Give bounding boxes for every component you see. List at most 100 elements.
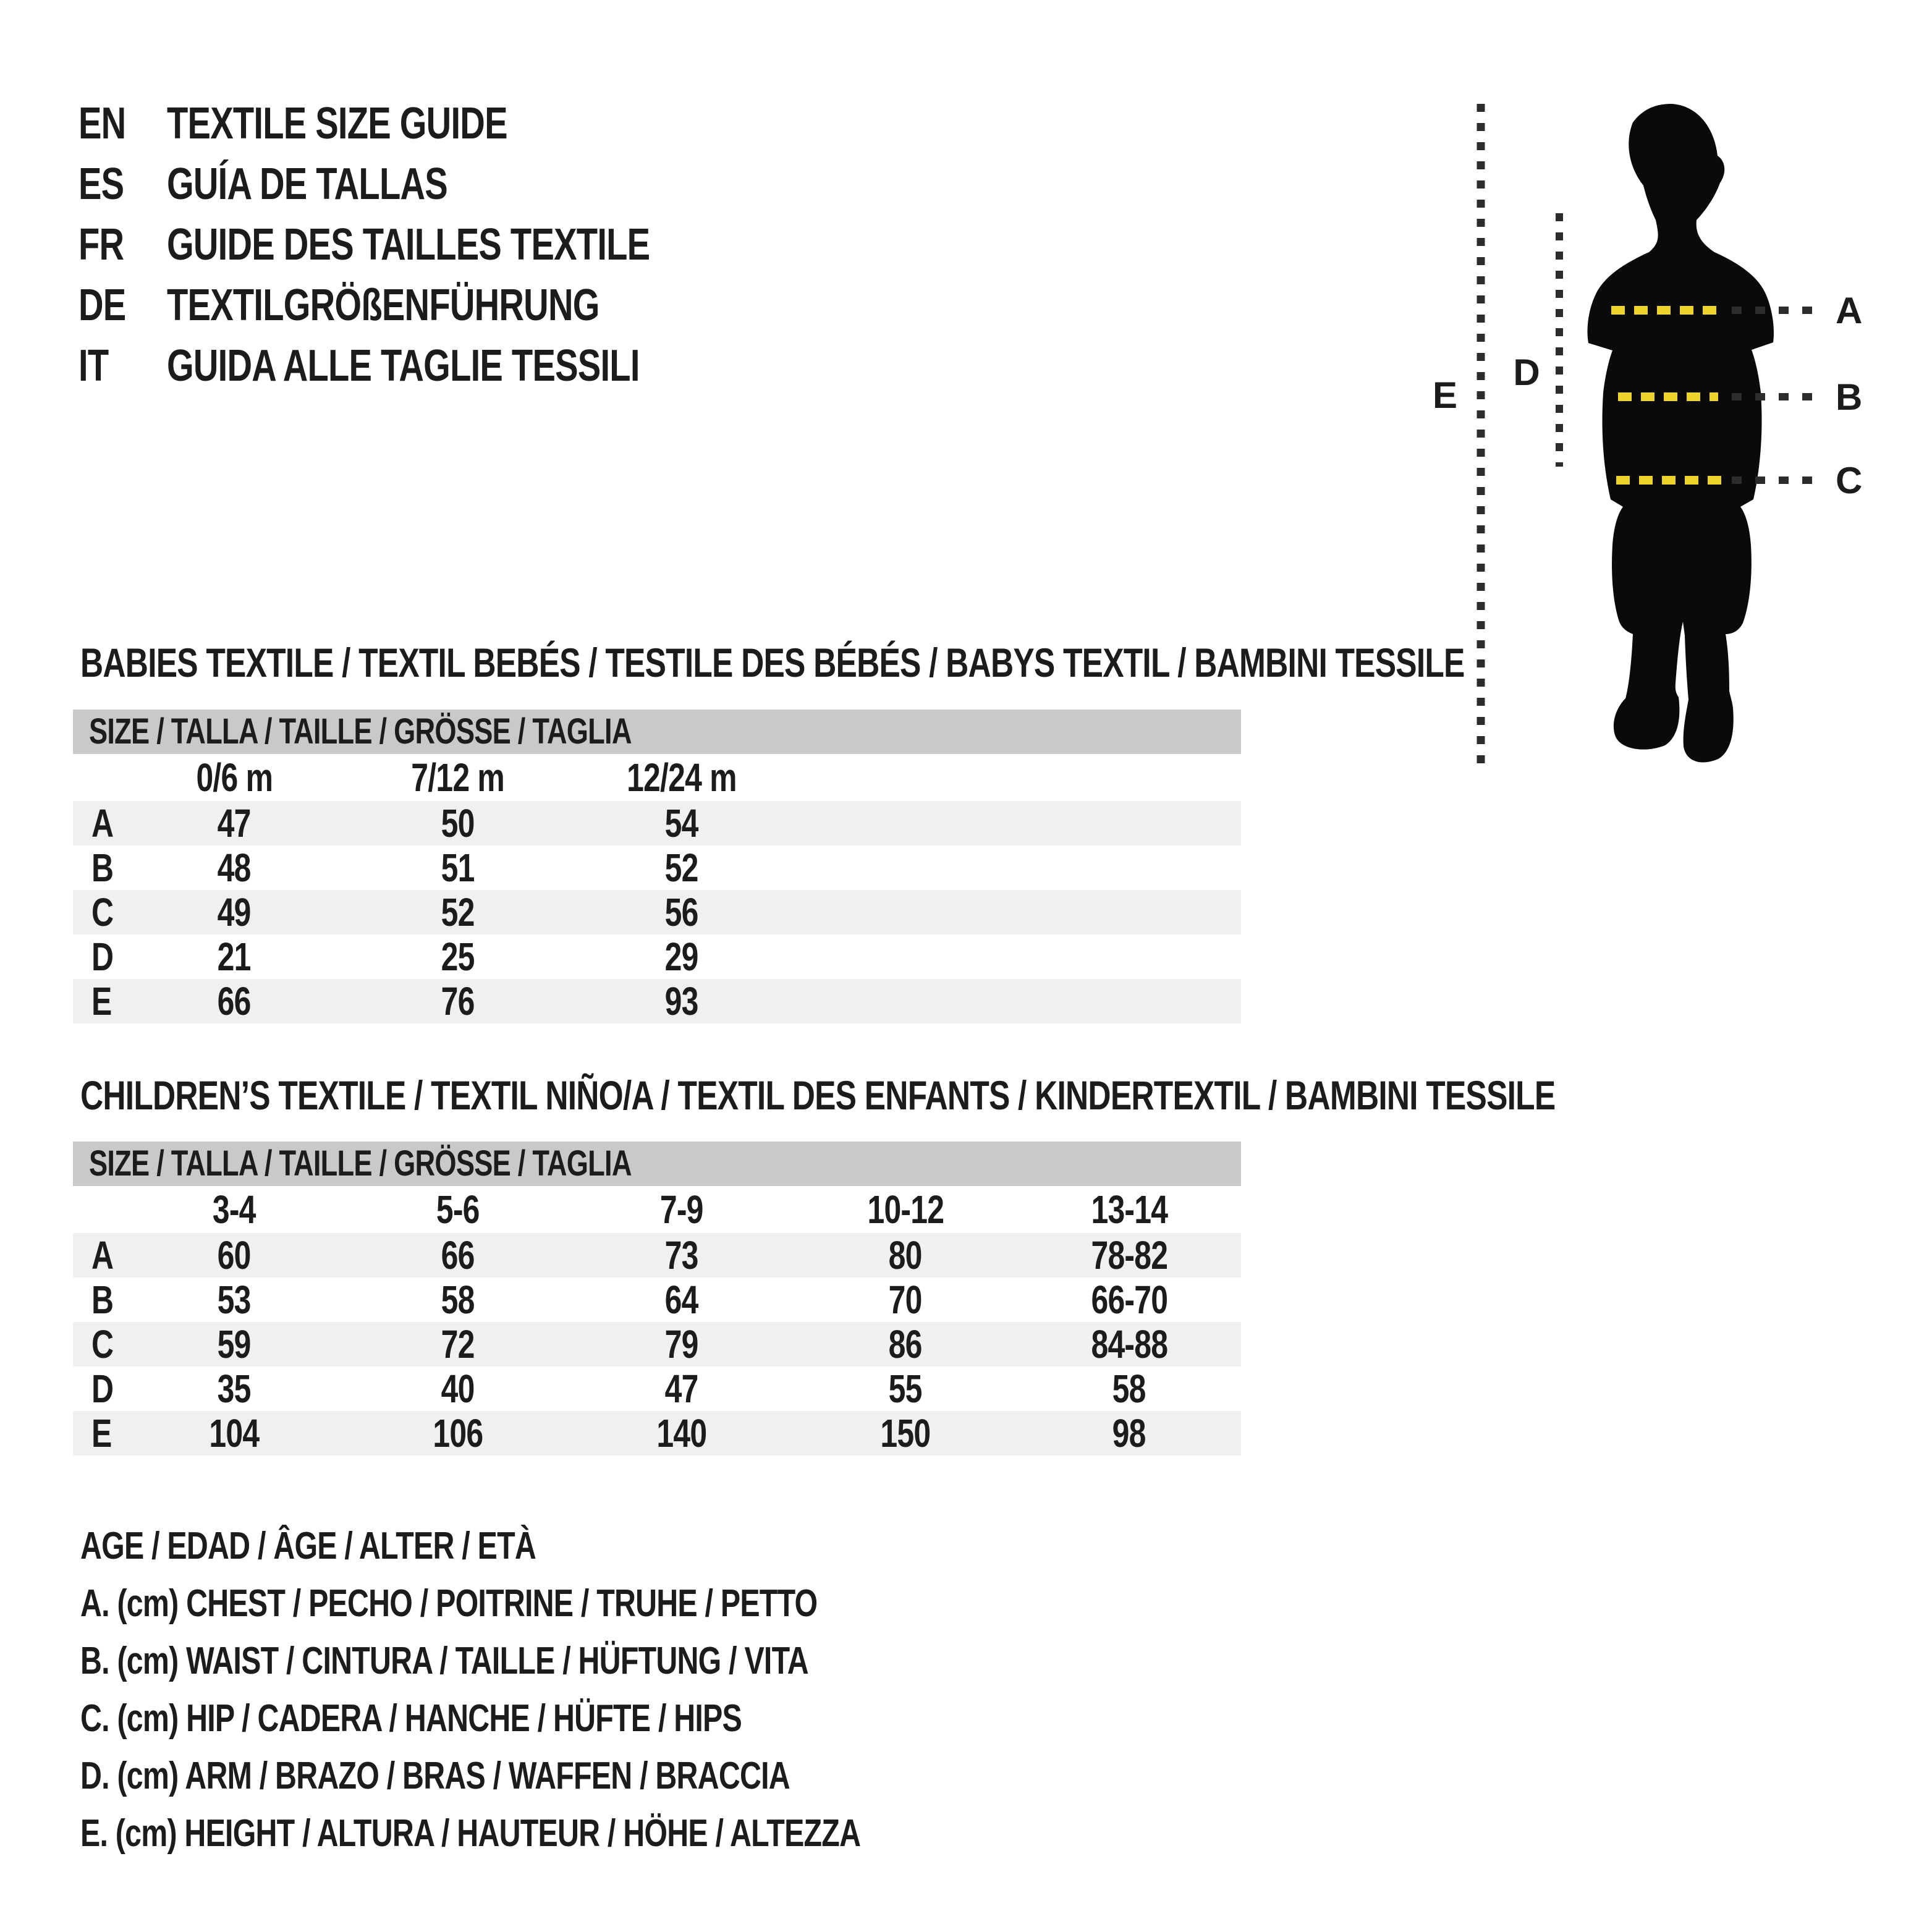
empty-cell (1017, 890, 1241, 934)
language-code: EN (78, 99, 126, 148)
value-cell: 25 (441, 934, 475, 979)
legend-line-chest: A. (cm) CHEST / PECHO / POITRINE / TRUHE… (80, 1582, 818, 1625)
empty-cell (1017, 801, 1241, 845)
value-cell: 59 (218, 1322, 252, 1366)
language-title-list: EN TEXTILE SIZE GUIDE ES GUÍA DE TALLAS FR… (78, 93, 786, 396)
value-cell: 53 (218, 1277, 252, 1322)
language-code: DE (78, 281, 126, 330)
babies-title-text: BABIES TEXTILE / TEXTIL BEBÉS / TESTILE … (80, 640, 1465, 685)
value-cell: 66-70 (1091, 1277, 1168, 1322)
value-cell: 58 (1112, 1366, 1146, 1411)
value-cell: 47 (218, 801, 252, 845)
table-row: D 21 25 29 (73, 934, 1241, 979)
value-cell: 58 (441, 1277, 475, 1322)
column-header: 3-4 (213, 1187, 256, 1232)
size-header-text: SIZE / TALLA / TAILLE / GRÖSSE / TAGLIA (89, 1143, 632, 1184)
value-cell: 93 (665, 979, 699, 1023)
value-cell: 49 (218, 890, 252, 934)
value-cell: 80 (889, 1233, 923, 1277)
empty-cell (794, 801, 1017, 845)
table-row: A 60 66 73 80 78-82 (73, 1233, 1241, 1277)
value-cell: 70 (889, 1277, 923, 1322)
legend-line-height: E. (cm) HEIGHT / ALTURA / HAUTEUR / HÖHE… (80, 1812, 861, 1855)
empty-cell (73, 1186, 122, 1233)
value-cell: 73 (665, 1233, 699, 1277)
label-c: C (1836, 460, 1862, 501)
children-size-table: SIZE / TALLA / TAILLE / GRÖSSE / TAGLIA … (73, 1142, 1241, 1455)
empty-cell (1017, 979, 1241, 1023)
children-section-title: CHILDREN’S TEXTILE / TEXTIL NIÑO/A / TEX… (80, 1073, 1932, 1118)
value-cell: 64 (665, 1277, 699, 1322)
empty-cell (1017, 934, 1241, 979)
value-cell: 21 (218, 934, 252, 979)
empty-cell (73, 754, 122, 801)
column-header: 12/24 m (627, 755, 737, 800)
value-cell: 54 (665, 801, 699, 845)
language-title: GUÍA DE TALLAS (167, 159, 448, 209)
value-cell: 66 (441, 1233, 475, 1277)
row-label: E (91, 1411, 112, 1455)
table-row: B 48 51 52 (73, 845, 1241, 890)
lang-row-it: IT GUIDA ALLE TAGLIE TESSILI (78, 336, 786, 396)
value-cell: 51 (441, 845, 475, 890)
table-row: C 59 72 79 86 84-88 (73, 1322, 1241, 1366)
legend-line-waist: B. (cm) WAIST / CINTURA / TAILLE / HÜFTU… (80, 1640, 809, 1682)
babies-column-header-row: 0/6 m 7/12 m 12/24 m (73, 754, 1241, 801)
column-header: 0/6 m (196, 755, 273, 800)
value-cell: 29 (665, 934, 699, 979)
label-b: B (1836, 376, 1862, 418)
table-row: B 53 58 64 70 66-70 (73, 1277, 1241, 1322)
value-cell: 56 (665, 890, 699, 934)
value-cell: 35 (218, 1366, 252, 1411)
column-header: 10-12 (867, 1187, 944, 1232)
language-title: GUIDA ALLE TAGLIE TESSILI (167, 341, 640, 391)
value-cell: 60 (218, 1233, 252, 1277)
language-title: TEXTILE SIZE GUIDE (167, 99, 508, 148)
value-cell: 72 (441, 1322, 475, 1366)
empty-cell (794, 934, 1017, 979)
label-d: D (1513, 352, 1540, 393)
row-label: D (91, 1366, 114, 1411)
value-cell: 104 (209, 1411, 260, 1455)
language-title: TEXTILGRÖßENFÜHRUNG (167, 281, 600, 330)
language-code: ES (78, 159, 124, 209)
child-silhouette (1587, 104, 1774, 763)
empty-cell (1017, 754, 1241, 801)
lang-row-en: EN TEXTILE SIZE GUIDE (78, 93, 786, 154)
table-row: D 35 40 47 55 58 (73, 1366, 1241, 1411)
babies-size-header-bar: SIZE / TALLA / TAILLE / GRÖSSE / TAGLIA (73, 710, 1241, 754)
row-label: B (91, 1277, 114, 1322)
row-label: D (91, 934, 114, 979)
value-cell: 86 (889, 1322, 923, 1366)
label-e: E (1433, 375, 1457, 416)
table-row: A 47 50 54 (73, 801, 1241, 845)
row-label: C (91, 890, 114, 934)
row-label: A (91, 1233, 114, 1277)
legend-line-age: AGE / EDAD / ÂGE / ALTER / ETÀ (80, 1525, 536, 1567)
measurement-legend: AGE / EDAD / ÂGE / ALTER / ETÀ A. (cm) C… (80, 1517, 1080, 1862)
value-cell: 52 (665, 845, 699, 890)
value-cell: 48 (218, 845, 252, 890)
empty-cell (794, 979, 1017, 1023)
language-code: FR (78, 220, 124, 269)
empty-cell (794, 754, 1017, 801)
children-column-header-row: 3-4 5-6 7-9 10-12 13-14 (73, 1186, 1241, 1233)
value-cell: 40 (441, 1366, 475, 1411)
value-cell: 150 (880, 1411, 931, 1455)
table-row: E 66 76 93 (73, 979, 1241, 1023)
value-cell: 66 (218, 979, 252, 1023)
babies-size-table: SIZE / TALLA / TAILLE / GRÖSSE / TAGLIA … (73, 710, 1241, 1023)
value-cell: 78-82 (1091, 1233, 1168, 1277)
row-label: B (91, 845, 114, 890)
value-cell: 84-88 (1091, 1322, 1168, 1366)
value-cell: 79 (665, 1322, 699, 1366)
babies-section-title: BABIES TEXTILE / TEXTIL BEBÉS / TESTILE … (80, 640, 1855, 685)
row-label: A (91, 801, 114, 845)
value-cell: 52 (441, 890, 475, 934)
lang-row-fr: FR GUIDE DES TAILLES TEXTILE (78, 214, 786, 275)
label-a: A (1836, 290, 1862, 331)
empty-cell (794, 845, 1017, 890)
value-cell: 55 (889, 1366, 923, 1411)
column-header: 5-6 (436, 1187, 480, 1232)
